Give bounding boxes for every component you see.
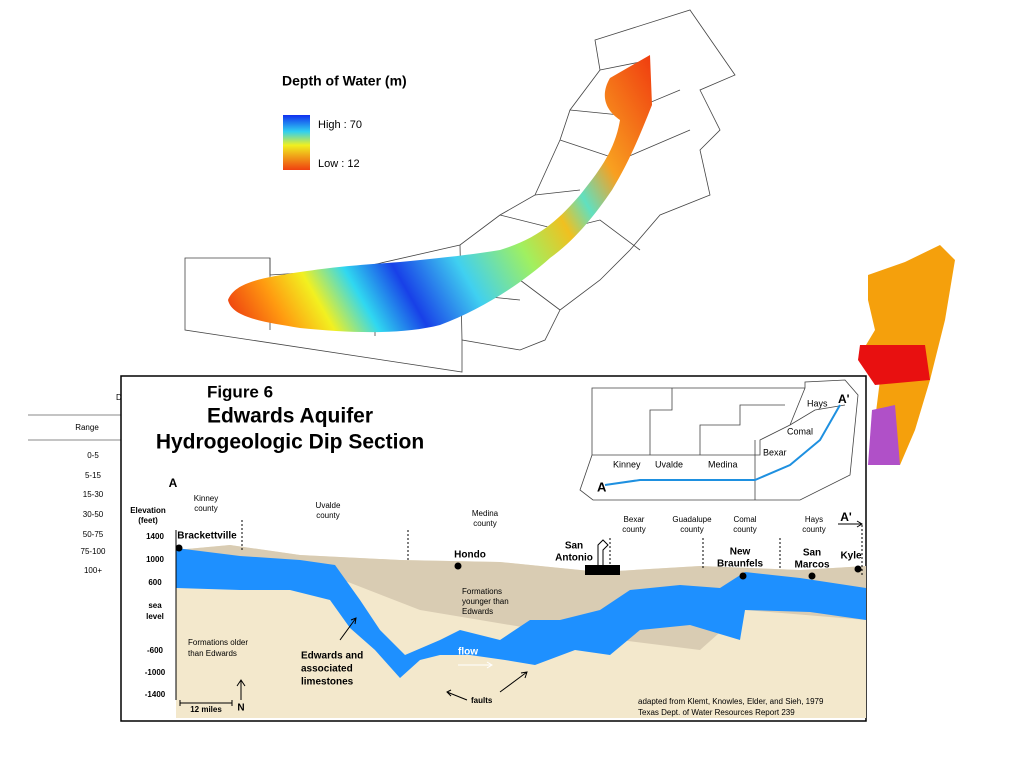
county-label: county — [473, 519, 497, 528]
table-cell: 5-15 — [85, 471, 102, 480]
inset-county: Bexar — [763, 447, 787, 457]
table-cell: 50-75 — [83, 530, 104, 539]
legend-title: Depth of Water (m) — [282, 73, 407, 89]
figure: Figure 6 Edwards Aquifer Hydrogeologic D… — [120, 375, 867, 722]
inset-map — [579, 379, 859, 501]
axis-label: -1400 — [145, 690, 166, 699]
town-label: Antonio — [555, 553, 593, 564]
county-label: county — [316, 511, 340, 520]
county-label: county — [622, 525, 646, 534]
legend-low: Low : 12 — [318, 158, 360, 170]
table-header: Range — [75, 423, 99, 432]
section-start: A — [169, 476, 178, 490]
county-label: county — [194, 504, 218, 513]
county-label: county — [802, 525, 826, 534]
county-label: Medina — [472, 509, 499, 518]
inset-county: Comal — [787, 426, 813, 436]
axis-title: (feet) — [138, 516, 158, 525]
figure-subtitle: Hydrogeologic Dip Section — [156, 431, 424, 454]
depth-surface — [228, 55, 652, 333]
county-label: Hays — [805, 515, 823, 524]
range-table: D Range 0-5 5-15 15-30 30-50 50-75 75-100 100+ — [28, 393, 122, 575]
county-label: Comal — [733, 515, 756, 524]
inset-county: Uvalde — [655, 459, 683, 469]
right-map — [858, 245, 955, 465]
inset-start: A — [597, 479, 607, 494]
inset-end: A' — [838, 392, 850, 406]
inset-county: Kinney — [613, 459, 641, 469]
axis-label: sea — [148, 601, 162, 610]
edwards-label: Edwards and — [301, 651, 363, 662]
credit: Texas Dept. of Water Resources Report 23… — [638, 708, 795, 717]
town-label: New — [730, 547, 751, 558]
section-end: A' — [840, 510, 852, 524]
county-label: Kinney — [194, 494, 218, 503]
section — [175, 520, 866, 718]
inset-county: Hays — [807, 398, 828, 408]
axis-label: -1000 — [145, 668, 166, 677]
formation-label: Formations — [462, 587, 502, 596]
table-cell: 15-30 — [83, 490, 104, 499]
town-label: Brackettville — [177, 531, 237, 542]
county-label: Uvalde — [316, 501, 341, 510]
faults-label: faults — [471, 696, 493, 705]
axis-label: 1400 — [146, 532, 164, 541]
town-label: Braunfels — [717, 559, 764, 570]
formation-label: than Edwards — [188, 649, 237, 658]
table-cell: 0-5 — [87, 451, 99, 460]
credit: adapted from Klemt, Knowles, Elder, and … — [638, 697, 824, 706]
legend-ramp — [283, 115, 310, 170]
edwards-label: associated — [301, 664, 353, 675]
axis-label: 1000 — [146, 555, 164, 564]
axis-label: -600 — [147, 646, 164, 655]
table-cell: 30-50 — [83, 510, 104, 519]
county-label: county — [733, 525, 757, 534]
axis-title: Elevation — [130, 506, 166, 515]
town-label: San — [565, 541, 583, 552]
north-label: N — [237, 703, 244, 714]
table-cell: 75-100 — [81, 547, 106, 556]
legend-high: High : 70 — [318, 119, 362, 131]
formation-label: younger than — [462, 597, 509, 606]
town-label: Hondo — [454, 550, 486, 561]
town-label: Marcos — [794, 560, 829, 571]
inset-county: Medina — [708, 459, 738, 469]
flow-label: flow — [458, 647, 478, 658]
table-cell: 100+ — [84, 566, 102, 575]
county-label: Guadalupe — [672, 515, 712, 524]
formation-label: Formations older — [188, 638, 248, 647]
axis-label: level — [146, 612, 164, 621]
formation-label: Edwards — [462, 607, 493, 616]
table-header-cut: D — [116, 393, 122, 402]
county-label: county — [680, 525, 704, 534]
town-label: Kyle — [840, 551, 862, 562]
county-label: Bexar — [624, 515, 645, 524]
axis-label: 600 — [148, 578, 162, 587]
town-label: San — [803, 548, 821, 559]
figure-number: Figure 6 — [207, 382, 273, 401]
edwards-label: limestones — [301, 677, 354, 688]
figure-title: Edwards Aquifer — [207, 405, 373, 428]
scale-label: 12 miles — [190, 705, 222, 714]
